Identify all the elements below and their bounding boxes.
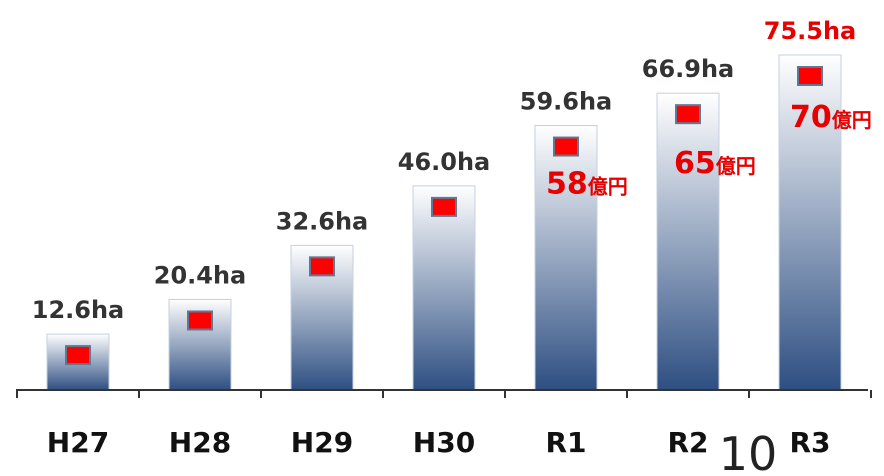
amount-annotation: 58億円	[546, 167, 628, 202]
value-label: 46.0ha	[398, 148, 491, 176]
bar-r3	[778, 54, 842, 391]
bar-r1	[534, 125, 598, 391]
category-label: H29	[291, 426, 353, 459]
bars-layer	[46, 54, 842, 391]
amount-unit: 億円	[832, 108, 872, 132]
value-label: 12.6ha	[32, 296, 125, 324]
category-label: H30	[413, 426, 475, 459]
bar-r2	[656, 92, 720, 391]
amount-number: 70	[790, 100, 832, 135]
bar-marker	[553, 136, 579, 157]
amount-annotation: 65億円	[674, 146, 756, 181]
amount-number: 65	[674, 146, 716, 181]
value-label: 32.6ha	[276, 207, 369, 235]
category-label: H28	[169, 426, 231, 459]
labels-layer: 12.6ha H27 20.4ha H28 32.6ha H29 46.0ha H30 59.6…	[32, 17, 872, 459]
bar-h30	[412, 185, 476, 391]
bar-marker	[65, 345, 91, 366]
value-label: 59.6ha	[520, 88, 613, 116]
bar-marker	[797, 66, 823, 86]
category-label: H27	[47, 426, 109, 459]
bar-marker	[675, 104, 701, 125]
amount-number: 58	[546, 167, 588, 202]
amount-unit: 億円	[588, 175, 628, 199]
value-label: 20.4ha	[154, 261, 247, 289]
x-axis-ticks	[16, 390, 872, 398]
page-number: 10	[719, 427, 778, 476]
bar-marker	[187, 310, 213, 331]
category-label: R1	[545, 426, 586, 459]
bar-marker	[431, 196, 457, 217]
amount-unit: 億円	[716, 154, 756, 178]
value-label: 66.9ha	[642, 55, 735, 83]
category-label: R2	[667, 426, 708, 459]
category-label: R3	[789, 426, 830, 459]
value-label: 75.5ha	[764, 17, 857, 45]
bar-marker	[309, 256, 335, 277]
amount-annotation: 70億円	[790, 100, 872, 135]
